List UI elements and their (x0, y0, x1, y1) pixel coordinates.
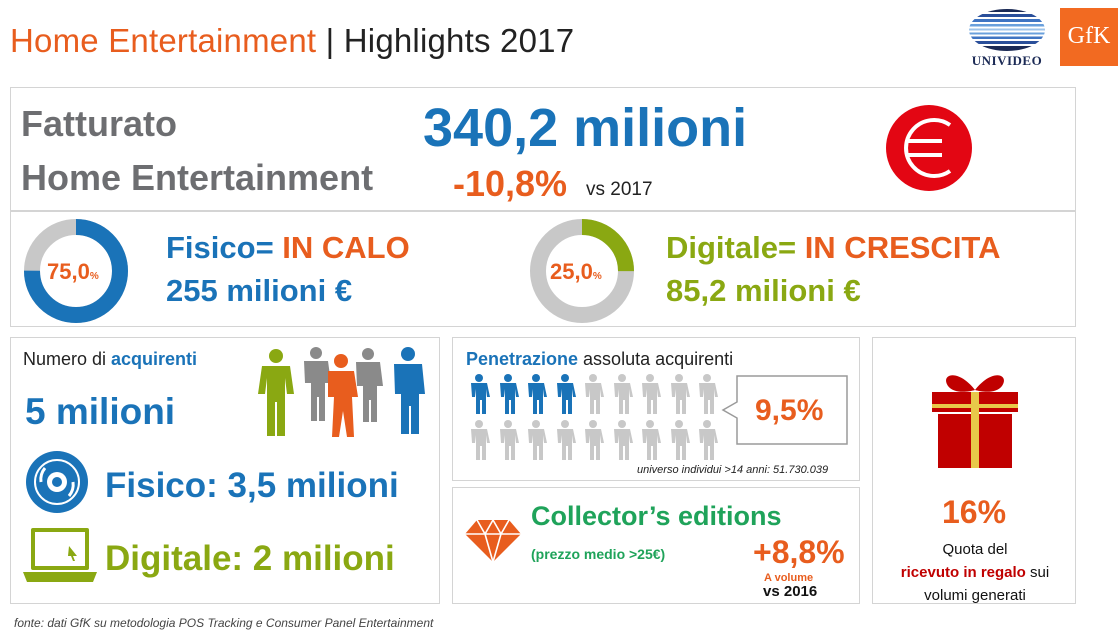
penetrazione-heading: Penetrazione assoluta acquirenti (466, 350, 733, 368)
fisico-donut (23, 218, 129, 329)
people-group-icon (256, 344, 426, 444)
person-icon (471, 374, 490, 414)
collector-title: Collector’s editions (531, 501, 782, 531)
diamond-icon (465, 518, 521, 569)
fatturato-panel: Fatturato Home Entertainment 340,2 milio… (10, 87, 1076, 211)
gift-icon (928, 368, 1022, 473)
person-icon (528, 420, 547, 460)
univideo-logo: UNIVIDEO (967, 8, 1047, 68)
acquirenti-digitale: Digitale: 2 milioni (105, 539, 395, 578)
digitale-heading: Digitale= IN CRESCITA (666, 232, 1000, 263)
fatturato-label-line2: Home Entertainment (21, 157, 374, 198)
digitale-pct-value: 25,0 (550, 259, 593, 284)
collector-vs: vs 2016 (763, 583, 818, 600)
person-icon (556, 420, 576, 460)
split-panel: 75,0% Fisico= IN CALO 255 milioni € 25,0… (10, 211, 1076, 327)
person-icon (670, 420, 690, 460)
penetrazione-heading-strong: Penetrazione (466, 349, 579, 369)
fisico-pct: 75,0% (47, 261, 99, 283)
penetrazione-heading-rest: assoluta acquirenti (578, 349, 734, 369)
regalo-panel: 16% Quota del ricevuto in regalo sui vol… (872, 337, 1076, 604)
digitale-heading-label: Digitale= (666, 230, 805, 265)
fisico-heading: Fisico= IN CALO (166, 232, 410, 263)
regalo-line3: volumi generati (924, 587, 1026, 604)
person-icon (613, 420, 633, 460)
collector-change: +8,8% (753, 534, 845, 570)
acquirenti-total: 5 milioni (25, 391, 176, 432)
gfk-logo-text: GfK (1067, 23, 1111, 49)
penetrazione-value: 9,5% (755, 394, 824, 427)
digitale-heading-trend: IN CRESCITA (804, 230, 1001, 265)
acquirenti-heading-pre: Numero di (23, 349, 112, 369)
acquirenti-heading: Numero di acquirenti (23, 350, 197, 368)
digitale-pct-sign: % (592, 271, 602, 282)
person-icon (613, 374, 633, 414)
acquirenti-heading-strong: acquirenti (111, 349, 198, 369)
regalo-line2-strong: ricevuto in regalo (900, 564, 1026, 581)
digitale-value: 85,2 milioni € (666, 273, 861, 308)
fisico-heading-trend: IN CALO (282, 230, 410, 265)
person-icon (585, 374, 604, 414)
person-icon (642, 420, 661, 460)
person-icon (528, 374, 547, 414)
fisico-heading-label: Fisico= (166, 230, 283, 265)
collector-panel: Collector’s editions (prezzo medio >25€)… (452, 487, 860, 604)
fisico-value: 255 milioni € (166, 273, 353, 308)
acquirenti-panel: Numero di acquirenti 5 milioni Fisico: 3… (10, 337, 440, 604)
acquirenti-fisico: Fisico: 3,5 milioni (105, 466, 399, 505)
penetrazione-people-grid (467, 374, 727, 460)
person-icon (499, 374, 519, 414)
person-icon (556, 374, 576, 414)
regalo-line2-rest: sui (1025, 564, 1050, 581)
person-icon (699, 420, 718, 460)
source-footnote: fonte: dati GfK su metodologia POS Track… (14, 616, 434, 630)
gfk-logo: GfK (1060, 8, 1118, 66)
fatturato-vs: vs 2017 (586, 179, 653, 200)
regalo-line1: Quota del (942, 541, 1008, 558)
univideo-logo-text: UNIVIDEO (971, 53, 1043, 68)
penetrazione-callout (721, 374, 849, 451)
person-icon (499, 420, 519, 460)
penetrazione-panel: Penetrazione assoluta acquirenti 9,5% un… (452, 337, 860, 481)
title-separator: | (316, 22, 344, 59)
page-title: Home Entertainment | Highlights 2017 (10, 22, 574, 60)
fatturato-label-line1: Fatturato (21, 103, 177, 144)
collector-basis: A volume (764, 572, 814, 584)
fisico-pct-sign: % (89, 271, 99, 282)
person-icon (699, 374, 718, 414)
digitale-pct: 25,0% (550, 261, 602, 283)
digitale-donut (529, 218, 635, 329)
regalo-pct: 16% (942, 494, 1007, 530)
person-icon (585, 420, 604, 460)
person-icon (642, 374, 661, 414)
title-secondary: Highlights 2017 (343, 22, 575, 59)
euro-icon (884, 103, 974, 198)
fatturato-change: -10,8% (453, 163, 568, 204)
penetrazione-note: universo individui >14 anni: 51.730.039 (637, 464, 829, 476)
fisico-pct-value: 75,0 (47, 259, 90, 284)
fatturato-value: 340,2 milioni (423, 98, 748, 158)
person-icon (670, 374, 690, 414)
regalo-line2: ricevuto in regalo sui (873, 564, 1077, 581)
laptop-icon (23, 526, 97, 589)
title-primary: Home Entertainment (10, 22, 317, 59)
collector-subtitle: (prezzo medio >25€) (531, 546, 666, 562)
disc-icon (25, 450, 89, 519)
person-icon (471, 420, 490, 460)
